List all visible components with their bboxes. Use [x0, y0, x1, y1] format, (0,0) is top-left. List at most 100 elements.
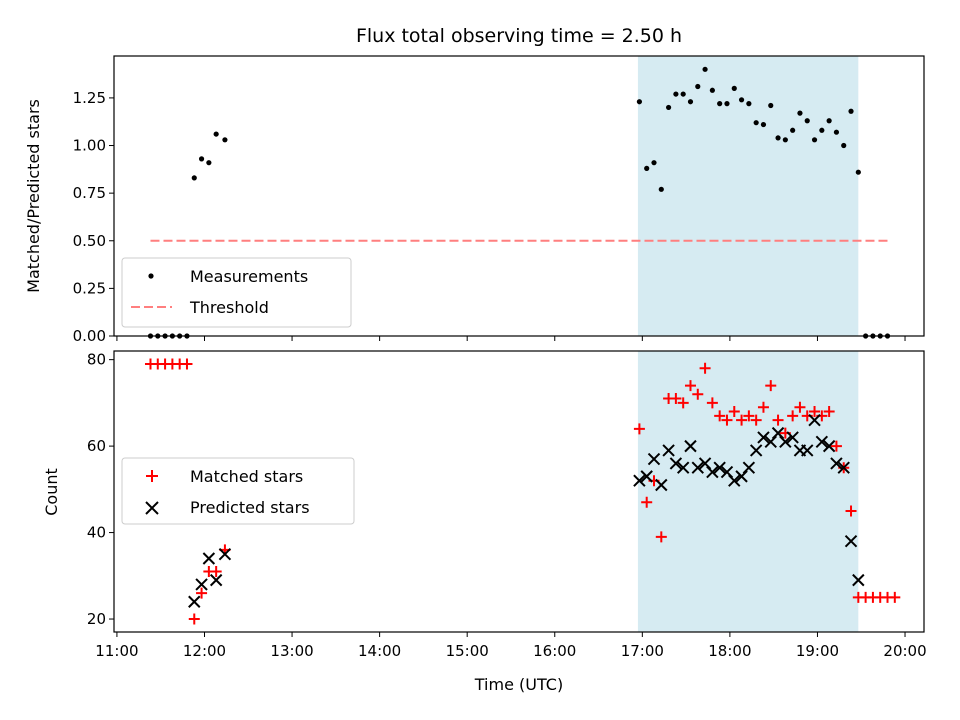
- y-tick-label: 0.50: [73, 232, 106, 250]
- matched-star-points: [144, 358, 901, 625]
- measurement-point: [731, 85, 737, 91]
- matched-star-point: [684, 380, 696, 392]
- measurement-point: [709, 87, 715, 93]
- x-tick-label: 15:00: [446, 642, 489, 660]
- measurement-point: [760, 121, 767, 128]
- ratio-panel: 0.00 0.25 0.50 0.75 1.00 1.25 Matched/Predict…: [24, 55, 925, 345]
- measurement-point: [782, 137, 788, 143]
- y-tick-label: 40: [87, 524, 106, 542]
- measurement-point: [665, 104, 672, 111]
- measurement-point: [680, 91, 686, 97]
- predicted-star-point: [640, 470, 653, 483]
- predicted-star-point: [786, 431, 799, 444]
- y-tick-label: 0.00: [73, 327, 106, 345]
- matched-star-point: [706, 397, 718, 409]
- predicted-star-point: [195, 578, 208, 591]
- matched-star-point: [830, 440, 842, 452]
- measurement-point: [811, 137, 818, 143]
- matched-star-point: [794, 401, 806, 413]
- predicted-star-point: [684, 439, 697, 453]
- measurement-point: [724, 101, 730, 107]
- predicted-star-point: [779, 435, 792, 448]
- measurement-point: [833, 129, 840, 135]
- measurement-point: [819, 127, 825, 133]
- observing-window-shade: [637, 351, 859, 632]
- x-tick-label: 14:00: [358, 642, 401, 660]
- ratio-y-axis: 0.00 0.25 0.50 0.75 1.00 1.25: [73, 89, 114, 345]
- measurement-point: [841, 142, 847, 149]
- y-tick-label: 1.25: [73, 89, 106, 107]
- measurement-point: [753, 120, 759, 126]
- measurement-point: [797, 110, 803, 116]
- x-tick-label: 20:00: [883, 642, 926, 660]
- ratio-y-axis-label: Matched/Predicted stars: [24, 99, 43, 293]
- matched-star-point: [181, 358, 193, 370]
- ratio-legend-box: [121, 257, 352, 328]
- matched-star-point: [721, 414, 733, 426]
- x-tick-label: 12:00: [183, 642, 226, 660]
- measurement-point: [826, 118, 832, 124]
- matched-star-point: [196, 587, 208, 599]
- x-tick-label: 17:00: [621, 642, 664, 660]
- predicted-star-point: [655, 478, 668, 492]
- count-legend-box: [121, 457, 355, 525]
- measurement-point: [222, 137, 228, 143]
- measurement-point: [790, 127, 796, 133]
- matched-star-point: [714, 410, 726, 422]
- predicted-star-point: [676, 461, 690, 474]
- observing-window-shade: [637, 56, 859, 336]
- predicted-star-point: [202, 552, 216, 565]
- measurement-point: [848, 108, 854, 114]
- predicted-star-point: [830, 457, 843, 470]
- chart-title: Flux total observing time = 2.50 h: [356, 25, 682, 47]
- count-x-axis: 11:00 12:00 13:00 14:00 15:00 16:00 17:00 18:00…: [95, 632, 927, 660]
- measurement-point: [717, 101, 723, 107]
- matched-star-point: [641, 496, 653, 508]
- x-tick-label: 18:00: [708, 642, 751, 660]
- x-tick-label: 13:00: [270, 642, 313, 660]
- predicted-star-point: [822, 439, 836, 453]
- measurements-legend-label: Measurements: [190, 267, 308, 286]
- matched-star-point: [750, 414, 762, 426]
- matched-star-point: [677, 397, 689, 409]
- matched-star-point: [823, 406, 835, 418]
- predicted-star-point: [728, 474, 741, 487]
- predicted-star-point: [662, 444, 675, 457]
- measurement-point: [191, 175, 197, 181]
- predicted-star-point: [209, 573, 223, 587]
- predicted-star-point: [647, 452, 661, 466]
- measurement-point: [673, 91, 679, 97]
- predicted-star-point: [844, 535, 858, 548]
- predicted-star-point: [633, 474, 646, 487]
- predicted-star-points: [188, 413, 865, 608]
- matched-star-point: [655, 531, 667, 543]
- measurement-point: [687, 99, 694, 105]
- count-legend: Matched stars Predicted stars: [121, 457, 355, 525]
- matched-star-point: [736, 414, 748, 426]
- y-tick-label: 0.75: [73, 184, 106, 202]
- measurement-point: [695, 83, 701, 90]
- matched-star-point: [743, 410, 755, 422]
- matched-stars-legend-label: Matched stars: [190, 467, 303, 486]
- measurement-point: [198, 156, 205, 162]
- measurement-point: [746, 101, 752, 107]
- matched-star-point: [692, 388, 704, 400]
- matched-stars-legend-marker: [146, 470, 158, 482]
- measurement-point: [213, 131, 219, 137]
- ratio-legend: Measurements Threshold: [121, 257, 352, 328]
- predicted-star-point: [757, 431, 770, 444]
- predicted-stars-legend-label: Predicted stars: [190, 498, 310, 517]
- matched-star-point: [633, 423, 645, 435]
- count-panel-frame: [113, 350, 925, 633]
- matched-star-point: [787, 410, 799, 422]
- measurement-point: [768, 102, 774, 109]
- ratio-panel-frame: [113, 55, 925, 337]
- measurement-point: [804, 118, 810, 124]
- predicted-star-point: [815, 435, 829, 448]
- x-tick-label: 16:00: [533, 642, 576, 660]
- matched-star-point: [845, 505, 857, 517]
- measurement-point: [855, 169, 861, 175]
- y-tick-label: 20: [87, 610, 106, 628]
- count-y-axis-label: Count: [42, 468, 61, 516]
